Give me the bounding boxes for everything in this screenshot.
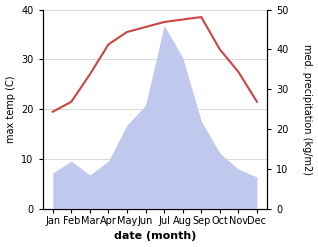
Y-axis label: max temp (C): max temp (C) <box>5 76 16 143</box>
X-axis label: date (month): date (month) <box>114 231 196 242</box>
Y-axis label: med. precipitation (kg/m2): med. precipitation (kg/m2) <box>302 44 313 175</box>
